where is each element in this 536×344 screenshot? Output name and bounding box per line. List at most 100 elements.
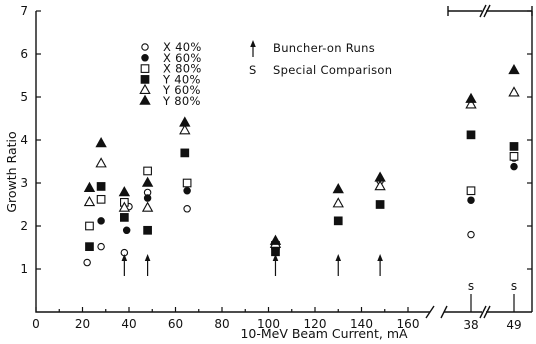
data-point-s0-p0: [83, 258, 91, 267]
y-tick-label-4: 4: [20, 133, 28, 147]
y-tick-label-2: 2: [20, 219, 28, 233]
data-point-s5-p3: [141, 176, 154, 187]
data-point-s0-p1: [97, 242, 105, 251]
data-point-s3-p1: [96, 182, 106, 191]
special-point-38-s3: [466, 130, 476, 140]
data-point-s4-p4: [179, 124, 191, 135]
buncher-arrow-2-head: [272, 254, 279, 261]
y-tick-label-3: 3: [20, 176, 28, 190]
legend-marker-0: [141, 43, 149, 51]
data-point-s4-p3: [141, 201, 154, 212]
x-tick-label-0: 0: [32, 317, 40, 331]
special-point-38-s2: [466, 186, 476, 196]
data-point-s1-p3: [143, 194, 152, 202]
chart-legend: X 40%X 60%X 80%Y 40%Y 60%Y 80% Buncher-on…: [139, 40, 392, 108]
special-point-49-s2: [509, 151, 519, 161]
x-tick-label-120: 120: [304, 317, 327, 331]
x-tick-label-100: 100: [257, 317, 280, 331]
y-tick-label-7: 7: [20, 4, 28, 18]
special-point-49-s4: [508, 86, 520, 97]
special-point-38-s5: [465, 92, 477, 103]
y-tick-label-6: 6: [20, 47, 28, 61]
data-point-s5-p5: [269, 234, 282, 245]
x-tick-label-60: 60: [168, 317, 183, 331]
x-tick-label-140: 140: [350, 317, 373, 331]
data-point-s2-p4: [182, 178, 192, 188]
legend-label-4: Y 60%: [162, 83, 201, 97]
data-point-s5-p6: [332, 183, 344, 194]
x-tick-label-40: 40: [121, 317, 136, 331]
legend-marker-1: [141, 54, 149, 62]
legend-label-2: X 80%: [163, 62, 202, 76]
data-point-s1-p2: [122, 226, 131, 235]
legend-marker-5: [139, 94, 151, 105]
buncher-arrow-4-head: [377, 254, 383, 261]
data-point-s2-p3: [143, 166, 152, 176]
legend-marker-3: [140, 75, 150, 84]
data-point-s4-p7: [374, 180, 386, 191]
x-tick-label-160: 160: [397, 317, 420, 331]
special-s-marker: s: [511, 279, 517, 293]
special-s-marker: s: [468, 279, 474, 293]
special-panel-top-break: [479, 4, 491, 18]
special-label-38: 38: [463, 318, 478, 332]
data-point-s5-p0: [83, 181, 96, 192]
x-tick-label-20: 20: [75, 317, 90, 331]
legend-marker-2: [140, 64, 150, 73]
buncher-arrows: [121, 254, 383, 276]
data-point-s3-p4: [180, 148, 190, 158]
special-point-38-s0: [467, 230, 475, 239]
data-point-s2-p1: [96, 194, 106, 204]
buncher-arrow-4: [377, 254, 383, 276]
legend-arrow-icon: [250, 40, 256, 57]
legend-arrow-icon-head: [250, 40, 256, 47]
x-axis-title: 10-MeV Beam Current, mA: [240, 326, 408, 341]
data-point-s5-p4: [179, 116, 191, 127]
data-point-s4-p6: [332, 197, 344, 208]
data-point-s3-p3: [143, 225, 152, 235]
legend-label-1: X 60%: [163, 51, 202, 65]
data-point-s1-p1: [97, 217, 105, 225]
y-tick-label-5: 5: [20, 90, 28, 104]
data-point-s5-p2: [118, 186, 131, 197]
buncher-arrow-0: [121, 254, 128, 276]
buncher-arrow-1-head: [144, 254, 151, 261]
special-point-38-s1: [467, 196, 475, 204]
x-tick-label-80: 80: [214, 317, 229, 331]
chart-ticks: 1 2 3 4 5 6 7 0 20 40 60 80 100 120 140 160 38 s 49 s: [20, 4, 532, 332]
legend-label-3: Y 40%: [162, 72, 201, 86]
buncher-arrow-0-head: [121, 254, 128, 261]
main-axes-frame: [35, 11, 430, 313]
legend-s-symbol: S: [249, 63, 257, 77]
legend-label-0: X 40%: [163, 40, 202, 54]
legend-buncher-label: Buncher-on Runs: [273, 41, 375, 55]
special-panel-bottom-break: [479, 305, 491, 319]
special-point-49-s5: [508, 63, 520, 75]
y-tick-label-1: 1: [20, 262, 28, 276]
data-point-s3-p0: [85, 242, 94, 251]
data-point-s0-p5: [183, 205, 191, 213]
data-point-s3-p2: [120, 213, 129, 222]
data-point-s5-p1: [95, 137, 107, 148]
x-axis-break-mark: [425, 305, 435, 319]
data-point-s3-p7: [375, 200, 385, 209]
data-point-s2-p0: [85, 221, 94, 231]
data-point-s5-p7: [374, 171, 386, 182]
chart-marks: [83, 63, 520, 267]
data-point-s3-p6: [333, 216, 343, 226]
buncher-arrow-3: [335, 254, 342, 276]
special-panel-left-break: [440, 305, 448, 319]
legend-special-label: Special Comparison: [273, 63, 392, 77]
buncher-arrow-1: [144, 254, 151, 276]
data-point-s4-p2: [118, 201, 131, 212]
special-point-49-s3: [509, 142, 519, 151]
y-axis-title: Growth Ratio: [4, 131, 19, 212]
data-point-s1-p4: [183, 186, 191, 195]
special-label-49: 49: [506, 318, 521, 332]
data-point-s4-p0: [83, 195, 96, 207]
buncher-arrow-3-head: [335, 254, 342, 261]
special-point-38-s4: [465, 98, 477, 109]
data-point-s4-p1: [95, 157, 107, 168]
buncher-arrow-2: [272, 254, 279, 276]
